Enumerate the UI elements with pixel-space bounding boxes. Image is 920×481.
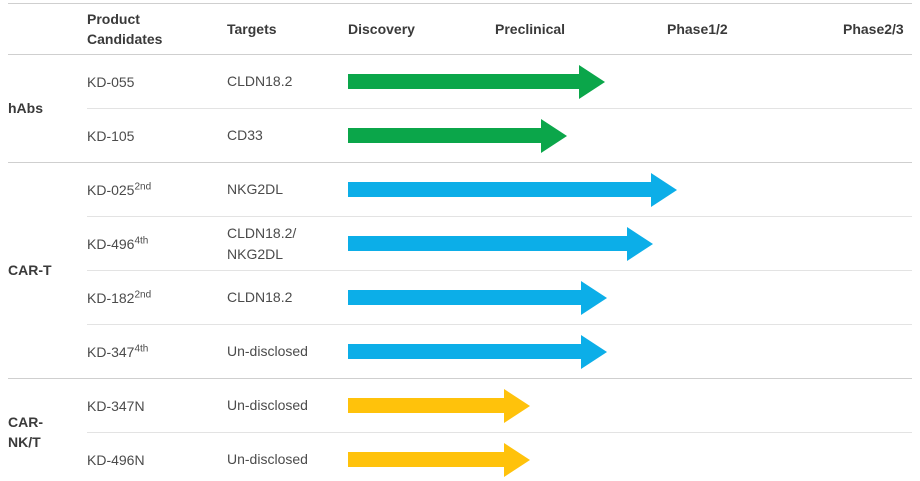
pipeline-row: KD-4964th CLDN18.2/ NKG2DL: [87, 216, 912, 270]
pipeline-row: KD-1822nd CLDN18.2: [87, 270, 912, 324]
candidate-name: KD-055: [87, 73, 135, 90]
target-name: Un-disclosed: [227, 397, 308, 413]
group-car-t-rows: KD-0252nd NKG2DL KD-4964th CLDN18.2/ NKG…: [87, 163, 912, 378]
timeline-cell: [348, 379, 912, 432]
group-label-car-nkt: CAR-NK/T: [8, 413, 43, 450]
progress-arrow: [348, 64, 605, 99]
group-label-car-t: CAR-T: [8, 261, 52, 278]
group-car-nkt-rows: KD-347N Un-disclosed KD-496N Un-disclose…: [87, 379, 912, 481]
column-header-targets-label: Targets: [227, 20, 277, 37]
timeline-cell: [348, 55, 912, 108]
column-header-product-candidates: Product Candidates: [87, 9, 227, 50]
group-car-nkt: CAR-NK/T KD-347N Un-disclosed KD-496N: [8, 379, 912, 481]
candidate-name: KD-1822nd: [87, 289, 152, 306]
candidate-name: KD-4964th: [87, 235, 149, 252]
timeline-cell: [348, 433, 912, 481]
pipeline-table: Product Candidates Targets Discovery Pre…: [8, 3, 912, 481]
candidate-name: KD-496N: [87, 451, 145, 468]
timeline-cell: [348, 163, 912, 216]
phase-header-phase2-3: Phase2/3: [843, 21, 904, 37]
progress-arrow: [348, 226, 653, 261]
target-name: Un-disclosed: [227, 451, 308, 467]
candidate-generation-superscript: 2nd: [134, 289, 152, 301]
candidate-name: KD-3474th: [87, 343, 149, 360]
pipeline-row: KD-0252nd NKG2DL: [87, 163, 912, 216]
progress-arrow: [348, 280, 607, 315]
pipeline-row: KD-347N Un-disclosed: [87, 379, 912, 432]
candidate-name: KD-0252nd: [87, 181, 152, 198]
timeline-cell: [348, 217, 912, 270]
candidate-generation-superscript: 4th: [134, 343, 149, 355]
phase-header-discovery: Discovery: [348, 21, 415, 37]
progress-arrow: [348, 118, 567, 153]
target-name: CLDN18.2/ NKG2DL: [227, 224, 297, 262]
pipeline-row: KD-105 CD33: [87, 108, 912, 162]
timeline-cell: [348, 109, 912, 162]
header-row: Product Candidates Targets Discovery Pre…: [8, 4, 912, 55]
column-header-product-candidates-label: Product Candidates: [87, 10, 163, 47]
pipeline-row: KD-055 CLDN18.2: [87, 55, 912, 108]
timeline-cell: [348, 325, 912, 378]
group-label-habs: hAbs: [8, 99, 43, 116]
candidate-name: KD-347N: [87, 397, 145, 414]
group-habs-rows: KD-055 CLDN18.2 KD-105 CD33: [87, 55, 912, 162]
candidate-generation-superscript: 2nd: [134, 181, 152, 193]
group-car-t: CAR-T KD-0252nd NKG2DL KD-4964th CLD: [8, 163, 912, 379]
pipeline-row: KD-3474th Un-disclosed: [87, 324, 912, 378]
column-header-targets: Targets: [227, 19, 348, 40]
progress-arrow: [348, 334, 607, 369]
target-name: NKG2DL: [227, 181, 284, 197]
target-name: CLDN18.2: [227, 73, 293, 89]
timeline-cell: [348, 271, 912, 324]
phase-header-track: Discovery Preclinical Phase1/2 Phase2/3: [348, 4, 912, 54]
group-habs: hAbs KD-055 CLDN18.2 KD-105 CD33: [8, 55, 912, 163]
target-name: CLDN18.2: [227, 289, 293, 305]
progress-arrow: [348, 172, 677, 207]
candidate-name: KD-105: [87, 127, 135, 144]
progress-arrow: [348, 388, 530, 423]
progress-arrow: [348, 442, 530, 477]
target-name: Un-disclosed: [227, 343, 308, 359]
target-name: CD33: [227, 127, 263, 143]
phase-header-phase1-2: Phase1/2: [667, 21, 728, 37]
candidate-generation-superscript: 4th: [134, 235, 149, 247]
pipeline-row: KD-496N Un-disclosed: [87, 432, 912, 481]
phase-header-preclinical: Preclinical: [495, 21, 566, 37]
